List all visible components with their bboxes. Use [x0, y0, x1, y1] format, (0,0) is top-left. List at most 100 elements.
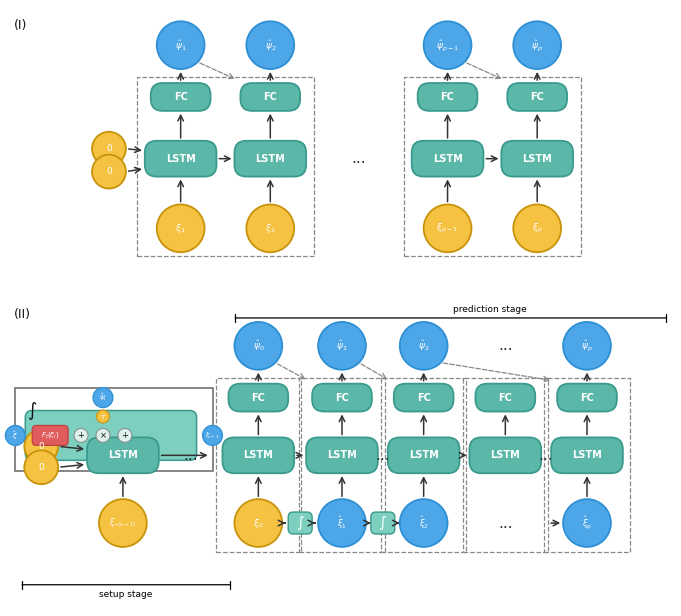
Text: $\hat{\psi}_p$: $\hat{\psi}_p$	[581, 338, 593, 353]
Circle shape	[74, 429, 88, 442]
Bar	[137, 77, 314, 256]
Text: $\hat{\xi}$: $\hat{\xi}$	[12, 429, 18, 442]
FancyBboxPatch shape	[412, 141, 484, 177]
Text: $\hat{\xi}_2$: $\hat{\xi}_2$	[419, 515, 428, 531]
Circle shape	[424, 22, 471, 69]
Text: FC: FC	[264, 92, 277, 102]
Text: ...: ...	[351, 151, 366, 166]
FancyBboxPatch shape	[469, 437, 541, 473]
Text: $\int$: $\int$	[27, 400, 37, 421]
Text: LSTM: LSTM	[572, 450, 602, 460]
FancyBboxPatch shape	[501, 141, 573, 177]
Text: LSTM: LSTM	[244, 450, 273, 460]
FancyBboxPatch shape	[32, 426, 68, 445]
Text: $\xi_0$: $\xi_0$	[253, 517, 264, 530]
Bar	[462, 378, 548, 552]
Text: LSTM: LSTM	[255, 153, 285, 164]
Circle shape	[25, 450, 58, 484]
Text: 0: 0	[106, 144, 112, 153]
FancyBboxPatch shape	[306, 437, 378, 473]
Circle shape	[513, 205, 561, 253]
Text: LSTM: LSTM	[432, 153, 462, 164]
Text: $\int$: $\int$	[296, 514, 304, 532]
Text: FC: FC	[580, 392, 594, 403]
Text: 0: 0	[38, 442, 44, 451]
Circle shape	[318, 322, 366, 370]
Text: $\hat{\psi}_0$: $\hat{\psi}_0$	[253, 339, 264, 353]
FancyBboxPatch shape	[475, 384, 535, 411]
Circle shape	[5, 426, 25, 445]
Text: $\xi_2$: $\xi_2$	[265, 222, 276, 235]
Circle shape	[234, 499, 282, 547]
FancyBboxPatch shape	[394, 384, 454, 411]
Text: ...: ...	[498, 516, 513, 530]
Circle shape	[93, 387, 113, 408]
Text: $\xi_{-(s-1)}$: $\xi_{-(s-1)}$	[109, 516, 136, 530]
Text: $\hat{\xi}_p$: $\hat{\xi}_p$	[582, 515, 592, 532]
Circle shape	[563, 499, 611, 547]
Circle shape	[513, 22, 561, 69]
Text: $\xi_{p-1}$: $\xi_{p-1}$	[437, 222, 459, 235]
Text: +: +	[78, 431, 84, 440]
Circle shape	[118, 429, 132, 442]
Text: $\times$: $\times$	[99, 431, 107, 440]
Text: $\hat{\psi}_p$: $\hat{\psi}_p$	[531, 38, 543, 52]
Text: LSTM: LSTM	[108, 450, 138, 460]
Bar	[544, 378, 630, 552]
Circle shape	[99, 499, 147, 547]
Text: $\hat{\psi}_1$: $\hat{\psi}_1$	[175, 38, 187, 52]
Text: prediction stage: prediction stage	[452, 306, 526, 315]
FancyBboxPatch shape	[507, 83, 567, 111]
Text: $\int$: $\int$	[379, 514, 387, 532]
Text: $\hat{\xi}_{i+1}$: $\hat{\xi}_{i+1}$	[205, 430, 220, 441]
Text: FC: FC	[530, 92, 544, 102]
FancyBboxPatch shape	[557, 384, 617, 411]
Text: ...: ...	[183, 448, 198, 463]
Text: LSTM: LSTM	[165, 153, 195, 164]
Circle shape	[92, 155, 126, 188]
Text: (I): (I)	[14, 19, 28, 32]
FancyBboxPatch shape	[371, 512, 395, 534]
FancyBboxPatch shape	[240, 83, 300, 111]
Text: $\hat{\xi}_1$: $\hat{\xi}_1$	[337, 515, 347, 531]
Text: 0: 0	[38, 463, 44, 472]
Text: FC: FC	[174, 92, 187, 102]
Bar	[381, 378, 466, 552]
Text: (II): (II)	[14, 308, 31, 321]
Text: FC: FC	[335, 392, 349, 403]
Circle shape	[25, 429, 58, 463]
Text: $\tau$: $\tau$	[100, 413, 106, 421]
FancyBboxPatch shape	[387, 437, 460, 473]
Text: $\hat{\psi}_2$: $\hat{\psi}_2$	[265, 38, 276, 52]
Text: LSTM: LSTM	[522, 153, 552, 164]
FancyBboxPatch shape	[151, 83, 210, 111]
FancyBboxPatch shape	[234, 141, 306, 177]
FancyBboxPatch shape	[87, 437, 159, 473]
Text: $\hat{\psi}_{p-1}$: $\hat{\psi}_{p-1}$	[436, 38, 459, 52]
Text: LSTM: LSTM	[327, 450, 357, 460]
Text: LSTM: LSTM	[490, 450, 520, 460]
Text: $\hat{\psi}_2$: $\hat{\psi}_2$	[418, 339, 430, 353]
Text: ...: ...	[539, 448, 554, 463]
Circle shape	[157, 205, 204, 253]
Circle shape	[318, 499, 366, 547]
Text: 0: 0	[106, 167, 112, 176]
Text: ...: ...	[375, 448, 390, 463]
Circle shape	[400, 499, 447, 547]
Circle shape	[424, 205, 471, 253]
Circle shape	[202, 426, 223, 445]
Bar	[215, 378, 301, 552]
Circle shape	[157, 22, 204, 69]
FancyBboxPatch shape	[288, 512, 312, 534]
FancyBboxPatch shape	[145, 141, 217, 177]
Circle shape	[92, 132, 126, 166]
Bar	[299, 378, 385, 552]
FancyBboxPatch shape	[417, 83, 477, 111]
Text: FC: FC	[251, 392, 266, 403]
Circle shape	[97, 410, 110, 423]
Circle shape	[563, 322, 611, 370]
Text: ...: ...	[498, 338, 513, 354]
FancyBboxPatch shape	[25, 410, 197, 460]
Text: FC: FC	[417, 392, 430, 403]
Text: $\xi_p$: $\xi_p$	[532, 222, 543, 235]
